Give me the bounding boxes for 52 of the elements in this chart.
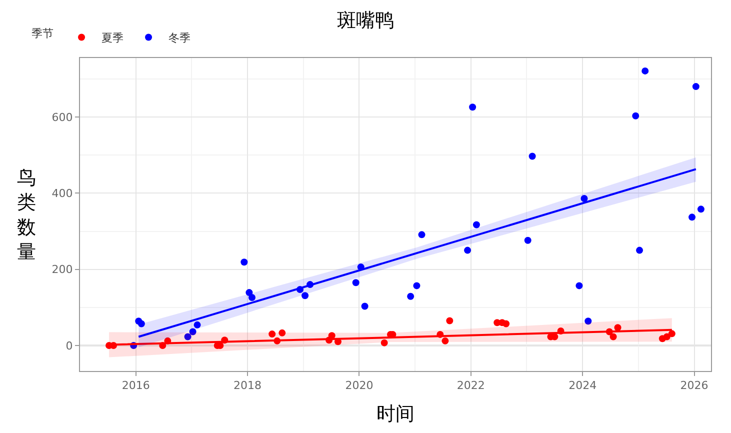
point bbox=[697, 206, 704, 213]
point bbox=[278, 329, 286, 336]
point bbox=[442, 337, 449, 344]
point bbox=[194, 321, 201, 328]
point bbox=[580, 195, 588, 202]
point bbox=[668, 330, 676, 338]
legend-label: 冬季 bbox=[168, 32, 191, 45]
point bbox=[302, 292, 309, 300]
point bbox=[632, 112, 640, 120]
point bbox=[663, 333, 670, 340]
x-tick-label: 2026 bbox=[680, 379, 708, 392]
point bbox=[502, 320, 510, 328]
x-tick-label: 2018 bbox=[234, 379, 262, 392]
y-tick-label: 600 bbox=[52, 110, 73, 124]
point bbox=[642, 67, 649, 74]
point bbox=[636, 246, 644, 254]
x-tick-label: 2022 bbox=[456, 379, 485, 392]
point bbox=[688, 214, 696, 221]
point bbox=[524, 236, 532, 244]
point bbox=[361, 302, 368, 310]
point bbox=[469, 104, 476, 111]
point bbox=[138, 320, 145, 328]
point bbox=[584, 318, 592, 325]
point bbox=[407, 292, 414, 300]
x-tick-label: 2016 bbox=[122, 379, 150, 392]
point bbox=[248, 294, 256, 302]
x-axis-title: 时间 bbox=[376, 403, 414, 425]
point bbox=[610, 333, 617, 340]
point bbox=[614, 324, 622, 332]
legend-label: 夏季 bbox=[102, 32, 124, 45]
y-axis-title: 鸟类数量 bbox=[17, 167, 36, 264]
point bbox=[268, 330, 276, 338]
point bbox=[352, 279, 360, 286]
point bbox=[692, 83, 700, 90]
point bbox=[464, 246, 472, 254]
y-tick-label: 400 bbox=[52, 187, 73, 200]
point bbox=[413, 282, 420, 290]
point bbox=[240, 258, 248, 266]
y-tick-label: 0 bbox=[66, 339, 73, 352]
point bbox=[446, 317, 454, 324]
x-tick-label: 2020 bbox=[345, 379, 374, 392]
point bbox=[184, 333, 192, 340]
point bbox=[189, 328, 196, 336]
point bbox=[418, 231, 426, 238]
x-tick-label: 2024 bbox=[568, 379, 597, 392]
point bbox=[528, 152, 536, 160]
legend-title: 季节 bbox=[32, 27, 54, 40]
point bbox=[472, 221, 480, 228]
y-tick-label: 200 bbox=[52, 263, 73, 276]
point bbox=[576, 282, 583, 290]
point bbox=[380, 339, 388, 346]
chart-title: 斑嘴鸭 bbox=[337, 9, 394, 32]
